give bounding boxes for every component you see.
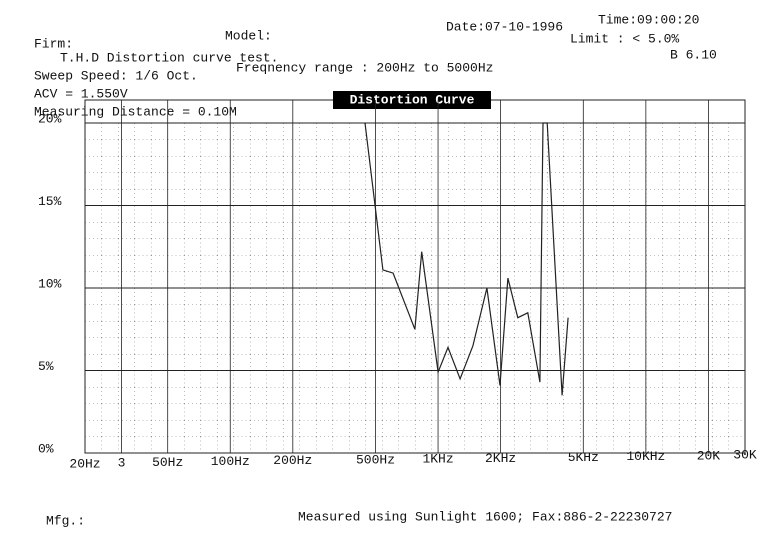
frequency-range: Freqnency range : 200Hz to 5000Hz [236, 60, 493, 75]
x-tick-label: 30K [733, 448, 757, 463]
acv: ACV = 1.550V [34, 86, 128, 101]
distance: Measuring Distance = 0.10M [34, 104, 237, 119]
test-name: T.H.D Distortion curve test. [60, 50, 278, 65]
chart-title: Distortion Curve [350, 92, 475, 107]
x-tick-label: 200Hz [273, 453, 312, 468]
title-background [333, 91, 491, 109]
sweep-speed: Sweep Speed: 1/6 Oct. [34, 68, 198, 83]
mfg: Mfg.: [46, 513, 85, 528]
x-tick-label: 3 [118, 456, 126, 471]
plot-area [364, 122, 569, 396]
y-tick-label: 0% [38, 441, 54, 456]
y-tick-label: 15% [38, 194, 62, 209]
x-tick-label: 20Hz [69, 456, 100, 471]
y-tick-label: 5% [38, 359, 54, 374]
header: Firm: Model: Date:07-10-1996 Time:09:00:… [34, 12, 717, 119]
measured-by: Measured using Sunlight 1600; Fax:886-2-… [298, 509, 672, 524]
limit: Limit : < 5.0% [570, 31, 679, 46]
model: Model: [225, 28, 272, 43]
firm: Firm: [34, 36, 73, 51]
x-tick-label: 5KHz [568, 450, 599, 465]
x-tick-label: 500Hz [356, 452, 395, 467]
y-tick-label: 10% [38, 276, 62, 291]
x-tick-label: 2KHz [485, 451, 516, 466]
x-tick-label: 20K [697, 448, 721, 463]
time: Time:09:00:20 [598, 12, 699, 27]
x-tick-label: 50Hz [152, 455, 183, 470]
x-tick-label: 100Hz [211, 454, 250, 469]
version: B 6.10 [670, 47, 717, 62]
x-tick-label: 1KHz [422, 452, 453, 467]
y-tick-label: 20% [38, 111, 62, 126]
distortion-line [364, 122, 569, 396]
date: Date:07-10-1996 [446, 19, 563, 34]
x-tick-label: 10KHz [626, 449, 665, 464]
